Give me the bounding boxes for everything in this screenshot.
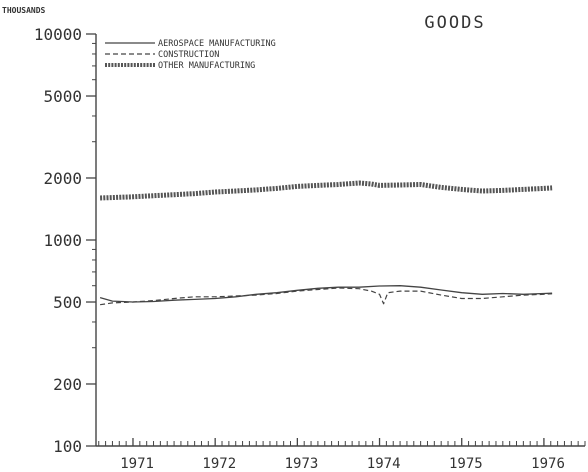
x-tick-label: 1975 <box>449 456 483 472</box>
series-line-construction <box>100 287 553 306</box>
chart-title: GOODS <box>424 13 485 33</box>
legend-label: OTHER MANUFACTURING <box>158 61 255 71</box>
y-tick-label: 5000 <box>43 87 82 106</box>
y-axis-label: THOUSANDS <box>2 6 46 15</box>
x-tick-label: 1972 <box>202 456 236 472</box>
series-line-aerospace-manufacturing <box>99 285 553 303</box>
legend-label: CONSTRUCTION <box>158 50 219 60</box>
series-line-other-manufacturing <box>100 180 553 201</box>
x-tick-label: 1971 <box>120 456 154 472</box>
x-tick-label: 1973 <box>285 456 319 472</box>
y-tick-label: 200 <box>53 375 82 394</box>
x-tick-label: 1976 <box>531 456 565 472</box>
y-tick-label: 1000 <box>43 231 82 250</box>
y-tick-label: 10000 <box>34 25 82 44</box>
x-tick-label: 1974 <box>367 456 401 472</box>
y-tick-label: 2000 <box>43 169 82 188</box>
y-tick-label: 500 <box>53 293 82 312</box>
legend-label: AEROSPACE MANUFACTURING <box>158 39 276 49</box>
y-tick-label: 100 <box>53 437 82 456</box>
